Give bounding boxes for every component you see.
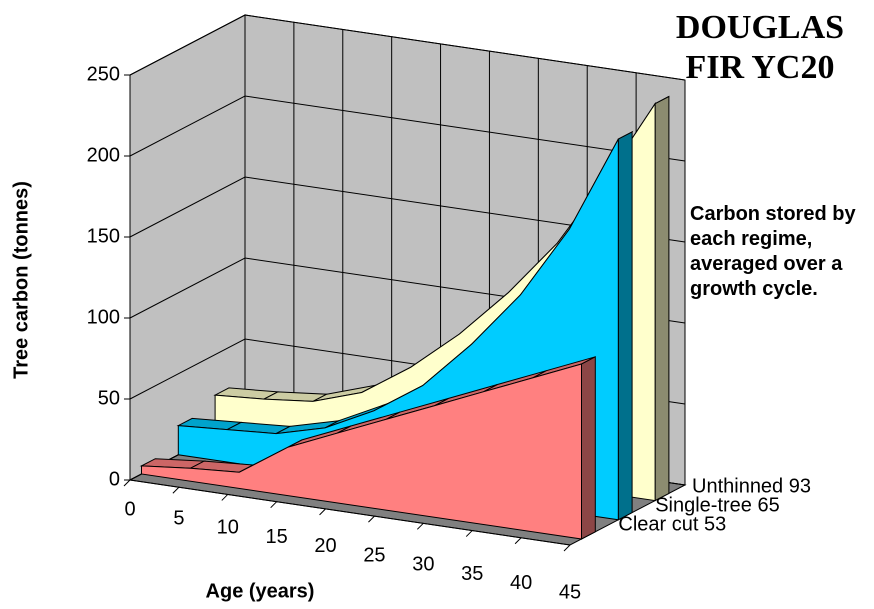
x-tick <box>319 508 326 516</box>
y-tick-label: 50 <box>98 387 120 409</box>
series-label: Clear cut 53 <box>618 514 726 536</box>
x-tick-label: 40 <box>510 572 532 594</box>
y-tick-label: 150 <box>87 225 120 247</box>
series-label: Unthinned 93 <box>692 475 811 497</box>
area <box>141 363 582 540</box>
x-tick-label: 20 <box>314 535 336 557</box>
series-label: Single-tree 65 <box>655 494 780 516</box>
x-tick-label: 35 <box>461 563 483 585</box>
y-tick-label: 200 <box>87 144 120 166</box>
x-tick-label: 10 <box>217 517 239 539</box>
x-tick <box>465 530 473 537</box>
y-tick-label: 250 <box>87 63 120 85</box>
x-tick-label: 30 <box>412 554 434 576</box>
x-tick <box>416 522 424 530</box>
x-tick-label: 45 <box>559 581 581 603</box>
x-tick <box>563 544 571 552</box>
chart-title: DOUGLAS FIR YC20 <box>675 9 845 86</box>
x-tick <box>270 501 278 509</box>
y-tick-label: 0 <box>109 468 120 490</box>
x-tick <box>172 486 180 494</box>
x-tick <box>221 494 229 501</box>
area-side <box>617 131 633 521</box>
annotation: Carbon stored by each regime, averaged o… <box>690 203 856 300</box>
area-side <box>654 95 670 502</box>
x-tick-label: 25 <box>363 544 385 566</box>
x-tick <box>123 479 131 487</box>
x-tick-label: 15 <box>266 526 288 548</box>
x-tick <box>514 537 522 545</box>
y-tick-label: 100 <box>87 306 120 328</box>
x-tick <box>368 515 375 523</box>
y-axis-label: Tree carbon (tonnes) <box>10 181 32 379</box>
area-side <box>581 355 596 540</box>
x-axis <box>129 479 571 546</box>
x-axis-label: Age (years) <box>206 580 315 602</box>
x-tick-label: 5 <box>173 508 184 530</box>
x-tick-label: 0 <box>124 498 135 520</box>
